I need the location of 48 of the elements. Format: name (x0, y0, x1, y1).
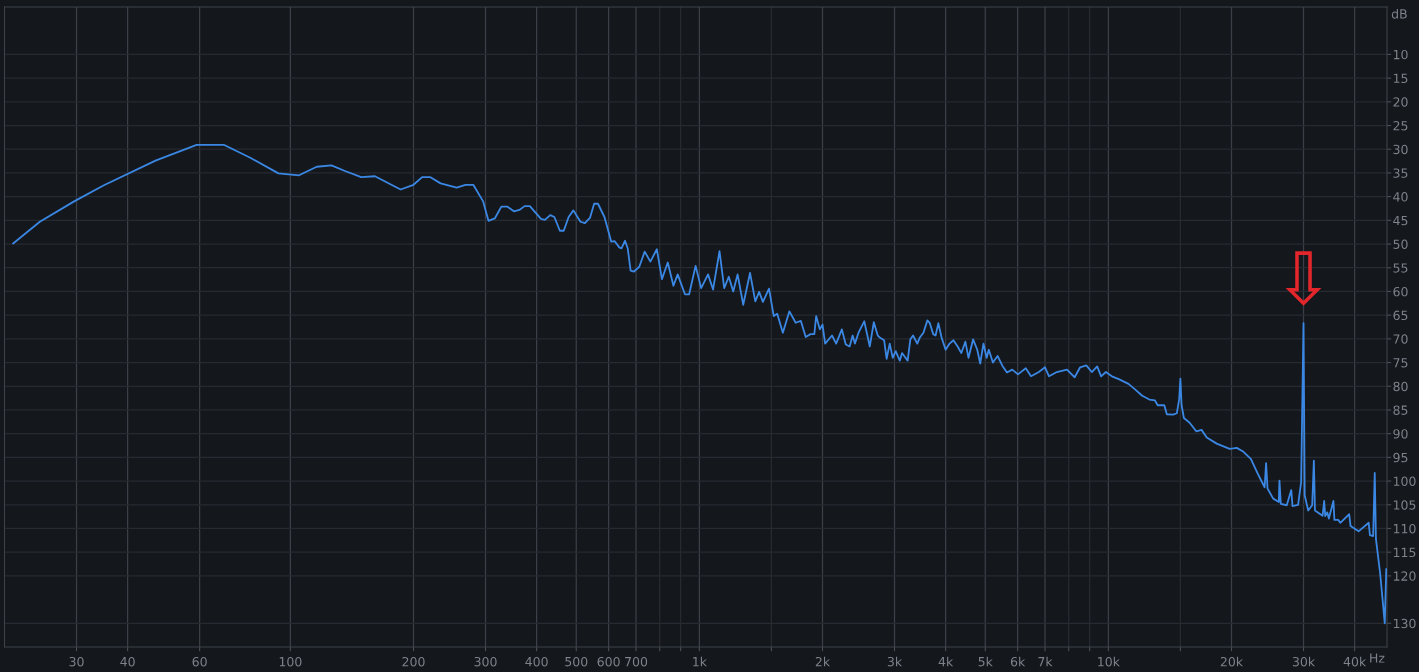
annotation: ⇩ (1285, 251, 1322, 306)
y-tick-label: 75 (1393, 358, 1408, 368)
x-tick-label: 30 (69, 656, 84, 667)
x-tick-label: 1k (693, 656, 707, 667)
y-tick-label: 100 (1393, 476, 1416, 486)
y-tick-label: 65 (1393, 310, 1408, 321)
y-tick-label: 105 (1393, 500, 1416, 510)
x-tick-label: 30k (1292, 656, 1316, 667)
x-tick-label: 3k (887, 656, 903, 667)
x-tick-label: 7k (1038, 656, 1053, 667)
y-tick-label: 95 (1393, 452, 1408, 463)
y-tick-label: 80 (1393, 381, 1408, 392)
x-tick-label: 200 (402, 656, 425, 667)
y-tick-label: 70 (1393, 334, 1408, 344)
x-tick-label: 4k (938, 656, 954, 667)
x-tick-label: 6k (1010, 656, 1026, 667)
x-tick-label: 500 (565, 656, 588, 667)
y-tick-label: 25 (1393, 120, 1408, 131)
x-tick-label: 5k (978, 656, 993, 667)
y-tick-label: 110 (1393, 523, 1416, 534)
y-tick-label: 90 (1393, 429, 1408, 439)
x-tick-label: 300 (474, 656, 497, 667)
x-tick-label: 20k (1220, 656, 1244, 667)
x-tick-label: 400 (525, 656, 548, 667)
x-tick-label: 60 (192, 656, 207, 667)
y-tick-label: 115 (1393, 547, 1416, 558)
y-tick-label: 15 (1393, 73, 1408, 84)
x-tick-label: 100 (279, 656, 302, 667)
y-tick-label: 35 (1393, 168, 1408, 178)
x-tick-label: 600 (597, 656, 620, 667)
x-tick-label: 10k (1098, 656, 1120, 667)
x-tick-label: 700 (625, 656, 648, 667)
y-tick-label: 120 (1393, 571, 1416, 581)
y-tick-label: 40 (1393, 192, 1408, 202)
y-tick-label: 60 (1393, 286, 1408, 297)
y-tick-label: 10 (1393, 49, 1408, 60)
y-tick-label: 50 (1393, 239, 1408, 249)
x-tick-label: 40 (120, 656, 135, 667)
y-tick-label: 30 (1393, 144, 1408, 155)
y-axis-title: dB (1391, 8, 1407, 19)
x-tick-label: 2k (815, 656, 831, 667)
x-axis-title: Hz (1370, 653, 1385, 663)
y-tick-label: 45 (1393, 215, 1408, 226)
y-tick-label: 55 (1393, 263, 1408, 273)
y-tick-label: 130 (1393, 618, 1416, 629)
y-tick-label: 20 (1393, 97, 1408, 107)
x-tick-label: 40k (1343, 656, 1367, 667)
y-tick-label: 85 (1393, 405, 1408, 415)
